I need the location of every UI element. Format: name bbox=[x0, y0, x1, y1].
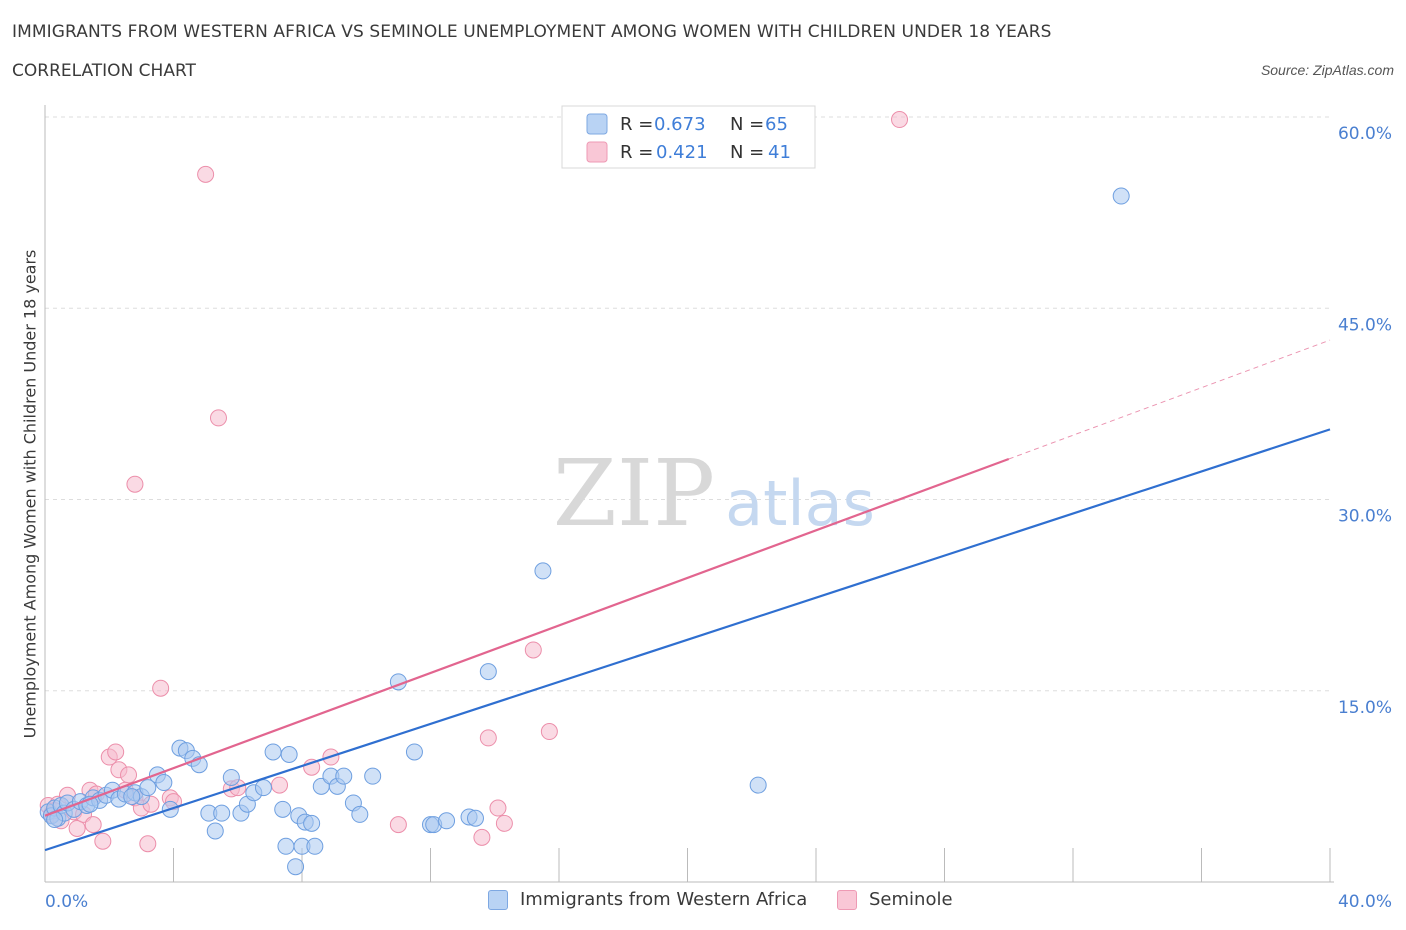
data-point bbox=[303, 814, 321, 832]
data-point bbox=[495, 814, 513, 832]
bottom-legend-swatch-blue bbox=[488, 889, 508, 910]
data-point bbox=[364, 767, 382, 785]
data-point bbox=[152, 679, 170, 697]
data-point bbox=[213, 804, 231, 822]
y-tick-label: 15.0% bbox=[1338, 698, 1392, 718]
data-point bbox=[197, 165, 215, 183]
data-point bbox=[123, 788, 141, 806]
legend-n-label-blue: N = bbox=[730, 114, 764, 135]
data-point bbox=[68, 819, 86, 837]
trend-line-extension bbox=[1008, 339, 1331, 460]
data-point bbox=[473, 828, 491, 846]
data-point bbox=[351, 805, 369, 823]
series-western-africa-points bbox=[39, 187, 1130, 876]
legend-r-label-blue: R = bbox=[620, 114, 653, 135]
watermark: ZIP atlas bbox=[553, 440, 875, 547]
y-tick-label: 45.0% bbox=[1338, 315, 1392, 335]
x-tick-label: 0.0% bbox=[45, 892, 88, 912]
data-point bbox=[479, 729, 497, 747]
correlation-legend: R = 0.673 N = 65 R = 0.421 N = 41 bbox=[561, 105, 816, 169]
y-tick-label: 60.0% bbox=[1338, 124, 1392, 144]
bottom-legend-label-seminole: Seminole bbox=[869, 889, 953, 910]
bottom-legend: Immigrants from Western Africa Seminole bbox=[0, 889, 1406, 915]
data-point bbox=[335, 767, 353, 785]
data-point bbox=[94, 832, 112, 850]
legend-r-label-pink: R = bbox=[620, 142, 653, 163]
bottom-legend-item-western-africa[interactable]: Immigrants from Western Africa bbox=[488, 889, 807, 910]
x-tick-label: 40.0% bbox=[1338, 892, 1392, 912]
data-point bbox=[389, 816, 407, 834]
data-point bbox=[306, 837, 324, 855]
data-point bbox=[280, 746, 298, 763]
trend-line bbox=[44, 428, 1331, 852]
data-point bbox=[222, 768, 240, 786]
data-point bbox=[540, 723, 558, 741]
data-point bbox=[139, 835, 157, 853]
data-point bbox=[107, 743, 125, 761]
data-point bbox=[524, 641, 542, 659]
data-point bbox=[206, 822, 224, 840]
watermark-atlas: atlas bbox=[725, 467, 875, 540]
y-tick-label: 30.0% bbox=[1338, 507, 1392, 527]
gridlines bbox=[45, 116, 1330, 692]
bottom-legend-item-seminole[interactable]: Seminole bbox=[837, 889, 953, 910]
chart-subtitle: CORRELATION CHART bbox=[12, 61, 196, 81]
bottom-legend-swatch-pink bbox=[837, 889, 857, 910]
data-point bbox=[1112, 187, 1130, 205]
data-point bbox=[126, 475, 144, 493]
legend-r-value-blue: 0.673 bbox=[654, 114, 706, 135]
source-credit: Source: ZipAtlas.com bbox=[1260, 62, 1394, 78]
data-point bbox=[84, 816, 102, 834]
data-point bbox=[277, 837, 295, 855]
legend-n-value-blue: 65 bbox=[765, 114, 788, 135]
watermark-zip: ZIP bbox=[553, 440, 715, 547]
data-point bbox=[139, 779, 157, 797]
data-point bbox=[438, 812, 456, 830]
data-point bbox=[479, 663, 497, 681]
data-point bbox=[489, 799, 507, 817]
data-point bbox=[274, 800, 292, 818]
data-point bbox=[749, 776, 767, 794]
trend-line bbox=[44, 457, 1010, 817]
data-point bbox=[891, 111, 909, 129]
bottom-legend-label-western-africa: Immigrants from Western Africa bbox=[520, 889, 808, 910]
legend-n-label-pink: N = bbox=[730, 142, 764, 163]
data-point bbox=[155, 774, 173, 792]
data-point bbox=[120, 766, 138, 784]
legend-swatch-blue bbox=[586, 113, 608, 135]
data-point bbox=[466, 809, 484, 827]
chart-title: IMMIGRANTS FROM WESTERN AFRICA VS SEMINO… bbox=[12, 22, 1052, 42]
data-point bbox=[287, 858, 305, 876]
legend-r-value-pink: 0.421 bbox=[656, 142, 708, 163]
data-point bbox=[405, 743, 423, 761]
axes bbox=[44, 105, 1334, 883]
data-point bbox=[209, 409, 227, 427]
data-point bbox=[534, 562, 552, 580]
legend-n-value-pink: 41 bbox=[768, 142, 791, 163]
tick-labels: 15.0% 30.0% 45.0% 60.0% 0.0% 40.0% bbox=[45, 124, 1392, 912]
data-point bbox=[264, 743, 282, 761]
data-point bbox=[254, 779, 272, 797]
data-point bbox=[271, 776, 289, 794]
legend-swatch-pink bbox=[586, 141, 608, 163]
trend-lines bbox=[44, 339, 1331, 852]
